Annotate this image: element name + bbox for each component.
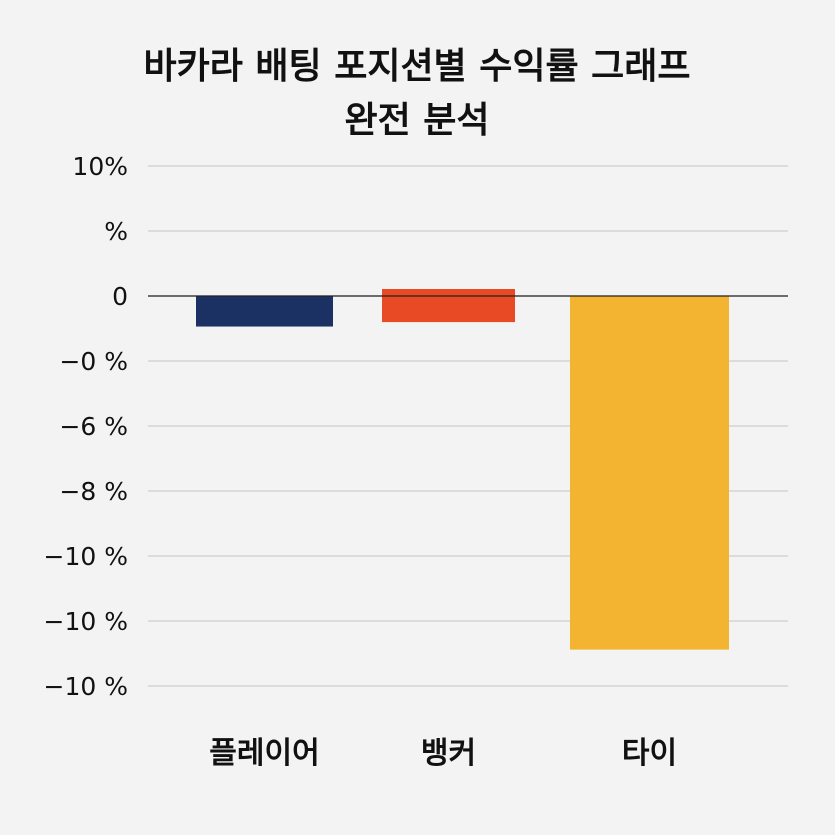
category-label: 플레이어	[209, 736, 319, 771]
y-tick-label: −10 %	[44, 542, 128, 571]
bar-1	[196, 296, 333, 327]
chart-title: 바카라 배팅 포지션별 수익률 그래프 완전 분석	[144, 46, 691, 141]
y-axis-tick-labels: 10%% 0 −0 % −6 % −8 % −10 % −10 % −10 %	[44, 152, 128, 701]
chart-title-line-1: 바카라 배팅 포지션별 수익률 그래프	[144, 46, 691, 87]
x-axis-category-labels: 플레이어 뱅커 타이	[209, 736, 677, 771]
category-label: 뱅커	[421, 736, 476, 771]
bar-2	[382, 289, 515, 323]
y-tick-label: %	[104, 217, 128, 246]
y-tick-label: −8 %	[59, 477, 128, 506]
category-label: 타이	[622, 736, 677, 771]
y-tick-label: 10%	[72, 152, 128, 181]
bar-3	[570, 296, 729, 650]
y-tick-label: −6 %	[59, 412, 128, 441]
bars	[196, 289, 729, 650]
y-tick-label: −10 %	[44, 607, 128, 636]
chart-title-line-2: 완전 분석	[344, 100, 489, 141]
y-tick-label: 0	[112, 282, 128, 311]
y-tick-label: −0 %	[59, 347, 128, 376]
y-tick-label: −10 %	[44, 672, 128, 701]
